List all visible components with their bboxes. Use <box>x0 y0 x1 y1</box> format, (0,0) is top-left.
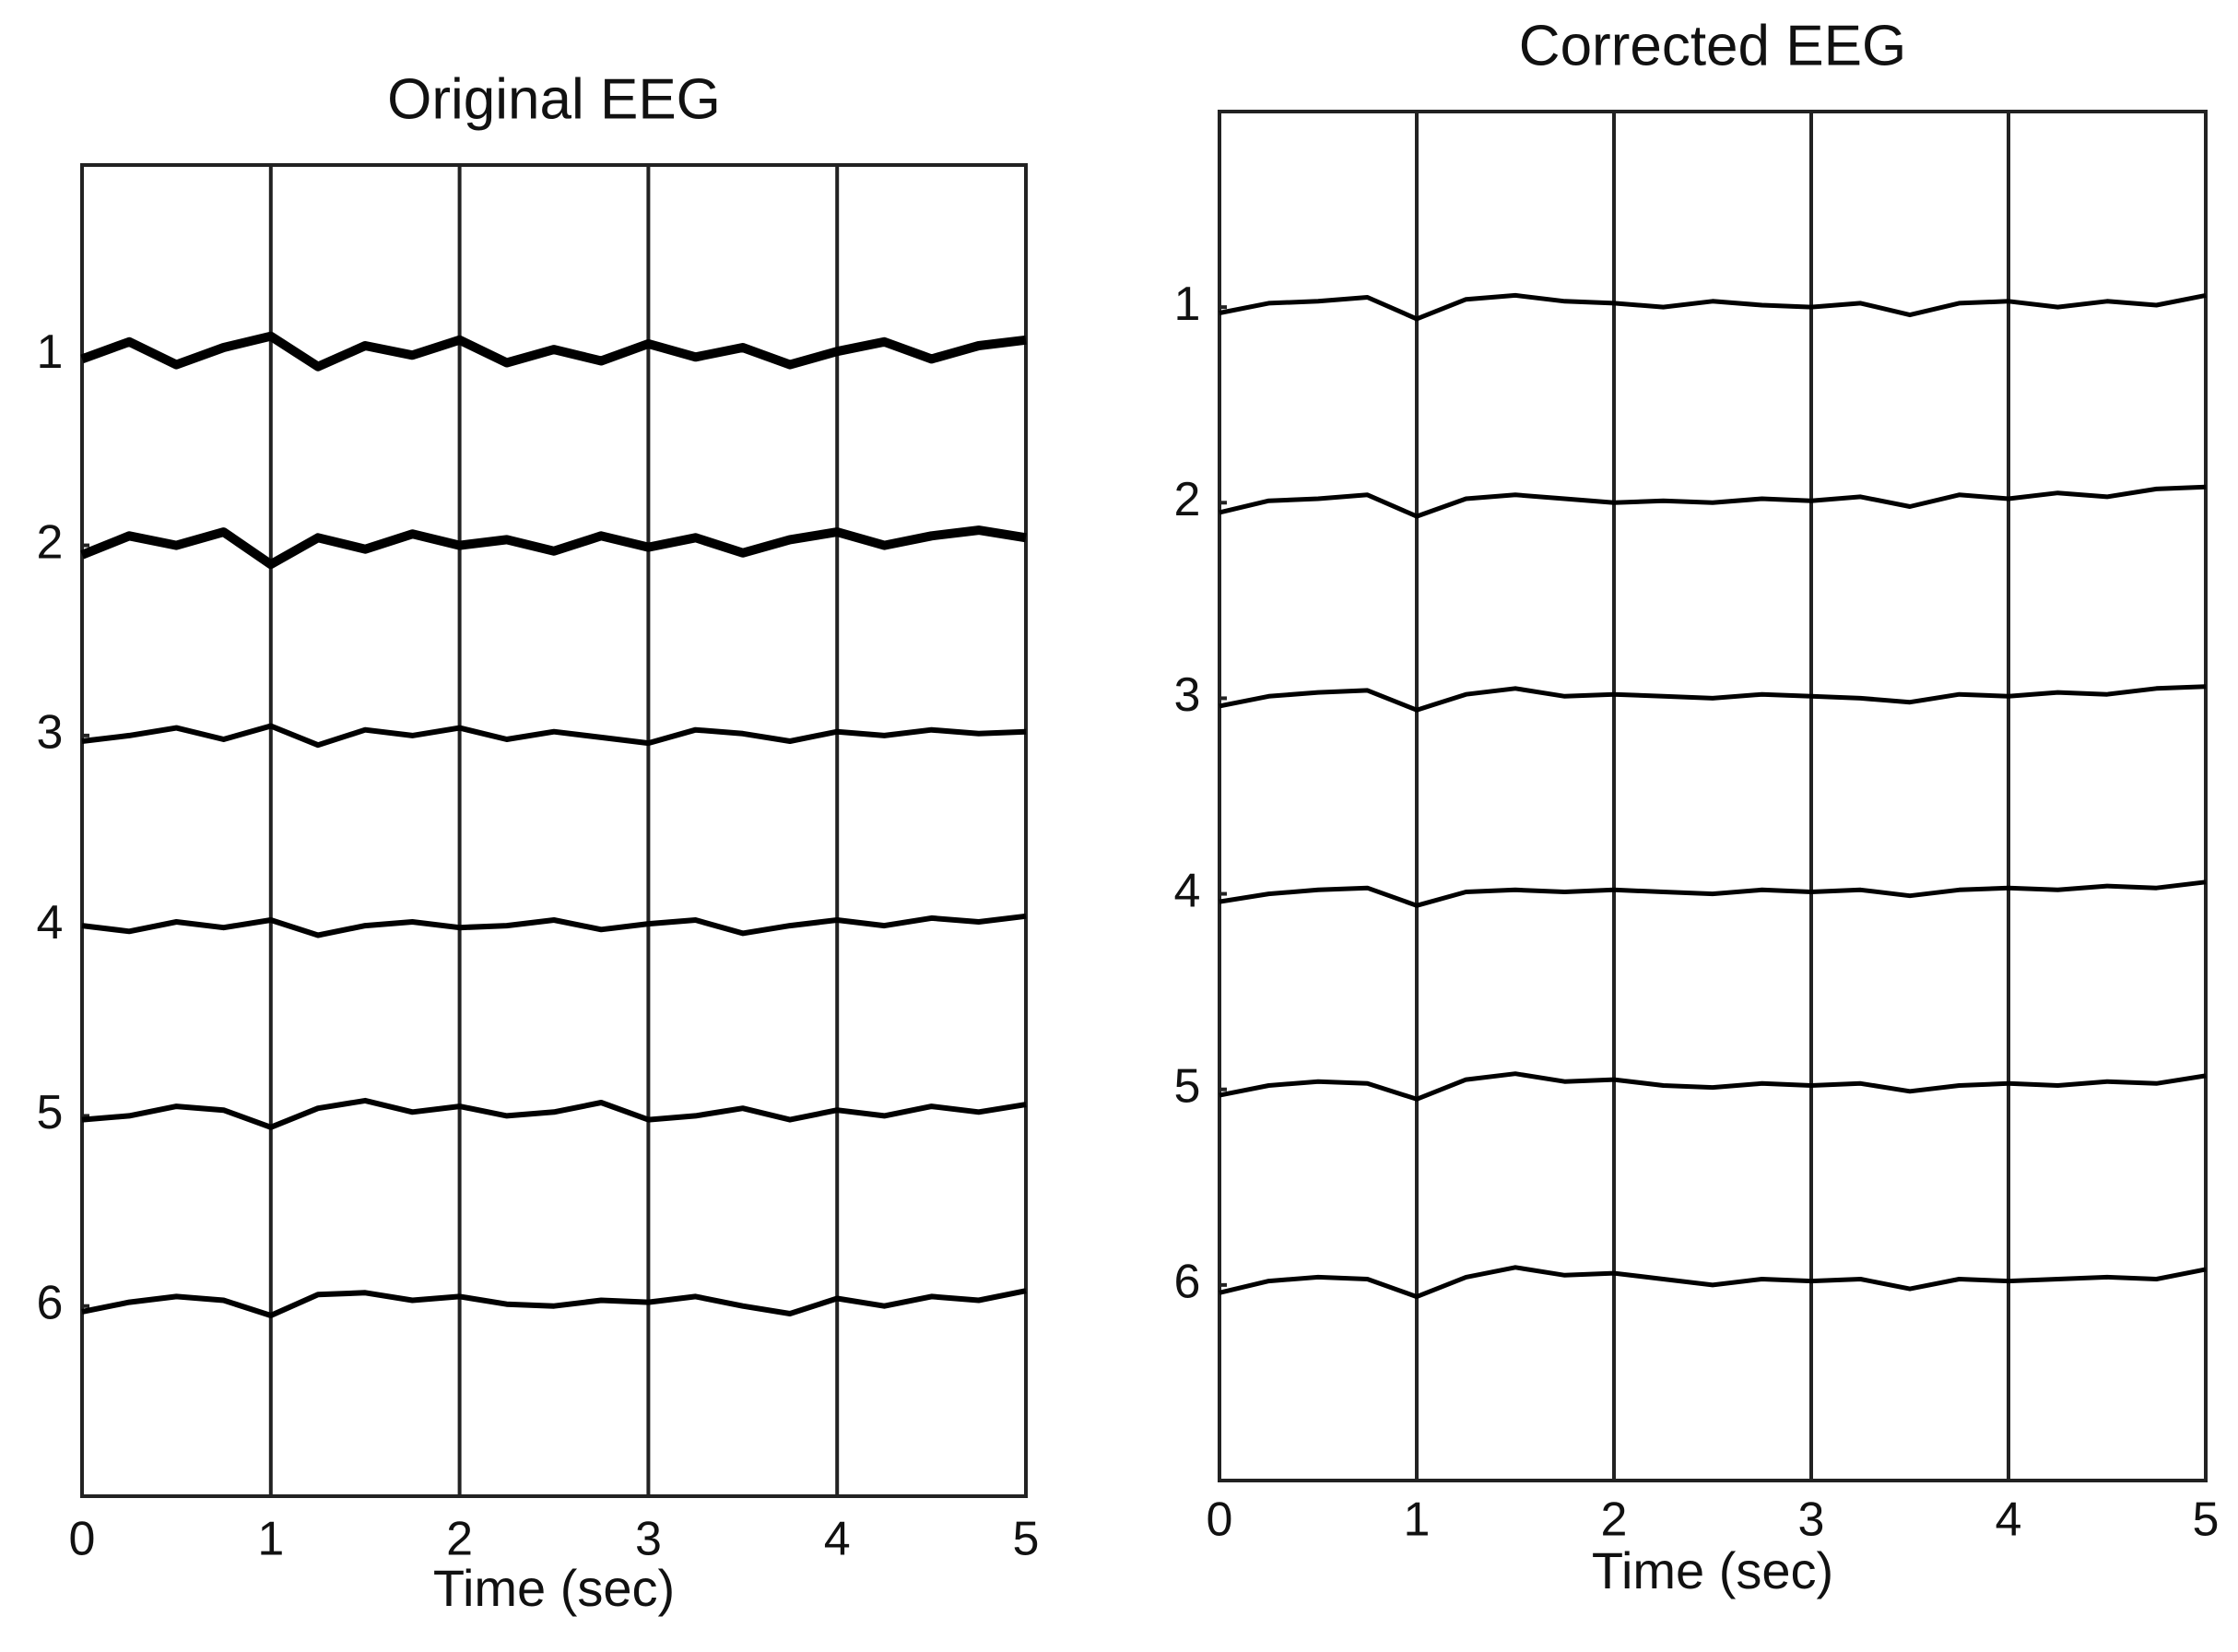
y-tick-label: 5 <box>37 1086 64 1139</box>
x-tick-label: 2 <box>1601 1493 1628 1547</box>
x-axis-label: Time (sec) <box>433 1559 675 1617</box>
plot-frame <box>80 163 1028 1498</box>
chart-title: Corrected EEG <box>1519 14 1906 77</box>
chart-title: Original EEG <box>387 67 721 131</box>
x-tick-label: 4 <box>824 1513 851 1566</box>
y-tick-label: 5 <box>1174 1059 1201 1113</box>
y-tick-label: 4 <box>37 896 64 950</box>
x-tick-label: 2 <box>446 1513 473 1566</box>
y-tick-label: 6 <box>37 1276 64 1329</box>
x-axis-label: Time (sec) <box>1592 1541 1833 1599</box>
y-tick-label: 3 <box>37 706 64 760</box>
x-tick-label: 3 <box>1798 1493 1825 1547</box>
y-tick-label: 1 <box>1174 277 1201 331</box>
y-tick-label: 1 <box>37 325 64 379</box>
x-tick-label: 1 <box>257 1513 284 1566</box>
eeg-trace <box>1219 879 2207 908</box>
x-tick-label: 1 <box>1404 1493 1431 1547</box>
y-tick-label: 3 <box>1174 668 1201 722</box>
x-tick-label: 0 <box>1207 1493 1233 1547</box>
x-tick-label: 0 <box>69 1513 96 1566</box>
eeg-trace <box>81 1288 1027 1318</box>
eeg-trace <box>1219 484 2207 519</box>
x-tick-label: 5 <box>2193 1493 2220 1547</box>
eeg-trace <box>1219 292 2207 322</box>
y-tick-label: 4 <box>1174 864 1201 917</box>
eeg-trace <box>1219 1071 2207 1102</box>
eeg-trace <box>81 723 1027 749</box>
eeg-trace <box>80 331 1027 372</box>
eeg-trace <box>1219 1265 2207 1300</box>
y-tick-label: 2 <box>1174 473 1201 526</box>
x-tick-label: 5 <box>1013 1513 1040 1566</box>
y-tick-label: 2 <box>37 515 64 569</box>
x-tick-label: 4 <box>1996 1493 2022 1547</box>
eeg-trace <box>81 1097 1027 1130</box>
plot-frame <box>1218 110 2208 1482</box>
eeg-trace <box>80 525 1027 570</box>
x-tick-label: 3 <box>635 1513 662 1566</box>
eeg-trace <box>81 913 1027 938</box>
panel: Corrected EEG 0 1 2 3 4 5 1 2 3 4 5 6 Time (sec) <box>1174 14 2220 1599</box>
eeg-trace <box>1219 684 2207 713</box>
y-tick-label: 6 <box>1174 1256 1201 1309</box>
panel: Original EEG 0 1 2 3 4 5 1 2 3 4 5 6 Time (sec) <box>37 67 1040 1616</box>
